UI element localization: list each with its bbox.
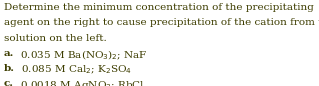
Text: 0.085 M Cal$_2$; K$_2$SO$_4$: 0.085 M Cal$_2$; K$_2$SO$_4$ (18, 64, 132, 76)
Text: 0.0018 M AgNO$_3$; RbCl: 0.0018 M AgNO$_3$; RbCl (17, 79, 145, 86)
Text: Determine the minimum concentration of the precipitating: Determine the minimum concentration of t… (4, 3, 314, 12)
Text: b.: b. (4, 64, 15, 73)
Text: c.: c. (4, 79, 14, 86)
Text: a.: a. (4, 49, 14, 58)
Text: solution on the left.: solution on the left. (4, 34, 107, 43)
Text: agent on the right to cause precipitation of the cation from the: agent on the right to cause precipitatio… (4, 18, 319, 28)
Text: 0.035 M Ba(NO$_3$)$_2$; NaF: 0.035 M Ba(NO$_3$)$_2$; NaF (17, 49, 148, 62)
